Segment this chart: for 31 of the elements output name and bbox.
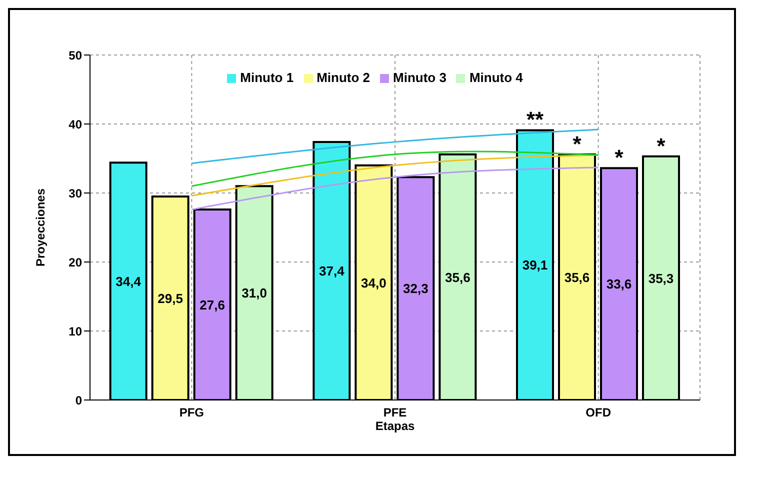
text: 27,6: [200, 297, 225, 312]
y-tick-label: 50: [68, 48, 82, 62]
text: 39,1: [522, 258, 548, 273]
text: 37,4: [319, 264, 344, 279]
y-tick-label: 40: [68, 117, 82, 132]
y-axis-title: Proyecciones: [33, 188, 48, 267]
text: 35,3: [648, 270, 674, 286]
annotation: *: [614, 145, 624, 170]
x-axis-title: Etapas: [375, 419, 415, 433]
annotation: *: [572, 131, 582, 156]
legend-label: Minuto 1: [240, 70, 294, 85]
y-tick-label: 30: [68, 186, 82, 200]
y-tick-label: 0: [75, 393, 82, 408]
text: 29,5: [158, 290, 183, 306]
annotation: *: [656, 133, 666, 158]
legend-label: Minuto 3: [393, 70, 446, 85]
text: 34,0: [361, 275, 386, 290]
x-tick-label: OFD: [586, 406, 612, 420]
text: 34,4: [116, 274, 141, 289]
y-tick-label: 10: [68, 324, 82, 338]
text: 33,6: [606, 276, 632, 292]
text: 31,0: [242, 286, 267, 301]
text: 35,6: [564, 270, 590, 285]
legend-label: Minuto 4: [469, 70, 523, 85]
x-tick-label: PFE: [383, 406, 407, 420]
x-tick-label: PFG: [179, 406, 204, 420]
text: 35,6: [445, 270, 470, 285]
annotation: **: [526, 107, 544, 132]
y-tick-label: 20: [68, 255, 82, 270]
text: 32,3: [403, 281, 428, 296]
legend-label: Minuto 2: [316, 70, 370, 85]
